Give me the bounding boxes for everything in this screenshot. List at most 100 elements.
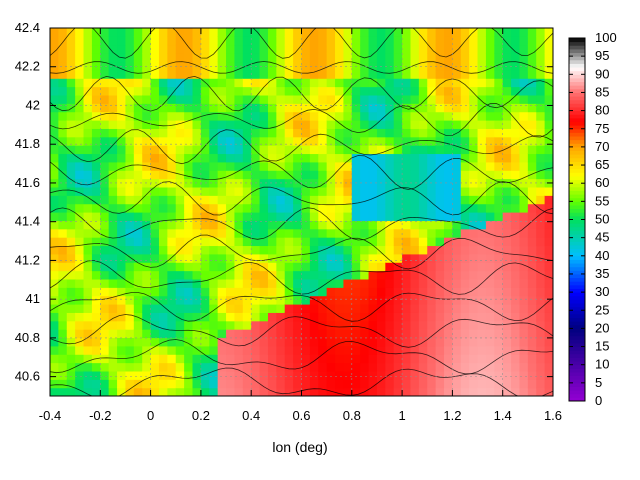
colorbar-segment <box>569 45 585 50</box>
heatmap-cell <box>91 287 101 297</box>
heatmap-cell <box>351 53 361 63</box>
heatmap-cell <box>368 287 378 297</box>
heatmap-cell <box>242 287 252 297</box>
heatmap-cell <box>368 370 378 380</box>
heatmap-cell <box>167 304 177 313</box>
heatmap-cell <box>318 136 328 146</box>
heatmap-cell <box>75 86 85 96</box>
heatmap-cell <box>351 387 361 396</box>
x-tick-label: 1 <box>398 408 405 423</box>
heatmap-cell <box>242 145 252 155</box>
heatmap-cell <box>418 370 428 380</box>
heatmap-cell <box>301 111 311 121</box>
heatmap-cell <box>267 337 277 347</box>
heatmap-cell <box>66 262 76 272</box>
heatmap-cell <box>326 69 336 79</box>
heatmap-cell <box>477 94 487 104</box>
heatmap-cell <box>402 170 412 180</box>
heatmap-cell <box>242 304 252 313</box>
heatmap-cell <box>485 111 495 121</box>
heatmap-cell <box>209 61 219 71</box>
heatmap-cell <box>519 103 529 113</box>
colorbar-tick-label: 95 <box>595 48 609 63</box>
heatmap-cell <box>393 212 403 221</box>
heatmap-cell <box>276 354 286 364</box>
heatmap-cell <box>234 337 244 347</box>
heatmap-cell <box>435 120 445 129</box>
heatmap-cell <box>376 212 386 221</box>
heatmap-cell <box>83 178 93 188</box>
heatmap-cell <box>326 28 336 37</box>
heatmap-cell <box>360 370 370 380</box>
heatmap-cell <box>410 128 420 138</box>
heatmap-cell <box>142 312 152 322</box>
heatmap-cell <box>259 178 269 188</box>
heatmap-cell <box>259 78 269 88</box>
heatmap-cell <box>335 195 345 205</box>
heatmap-cell <box>360 69 370 79</box>
heatmap-cell <box>125 28 135 37</box>
heatmap-cell <box>469 111 479 121</box>
heatmap-cell <box>242 387 252 396</box>
heatmap-cell <box>469 78 479 88</box>
heatmap-cell <box>184 337 194 347</box>
heatmap-cell <box>293 94 303 104</box>
heatmap-cell <box>385 228 395 238</box>
heatmap-cell <box>460 370 470 380</box>
heatmap-cell <box>242 153 252 163</box>
heatmap-cell <box>293 178 303 188</box>
colorbar-segment <box>569 346 585 351</box>
heatmap-cell <box>50 329 59 339</box>
heatmap-cell <box>452 287 462 297</box>
heatmap-cell <box>293 228 303 238</box>
heatmap-cell <box>209 120 219 129</box>
heatmap-cell <box>326 128 336 138</box>
heatmap-cell <box>50 136 59 146</box>
heatmap-cell <box>544 362 553 372</box>
heatmap-cell <box>460 120 470 129</box>
heatmap-cell <box>83 337 93 347</box>
heatmap-cell <box>301 312 311 322</box>
heatmap-cell <box>519 287 529 297</box>
y-tick-label: 41.6 <box>15 175 40 190</box>
heatmap-cell <box>50 278 59 288</box>
heatmap-cell <box>519 337 529 347</box>
heatmap-cell <box>284 362 294 372</box>
heatmap-cell <box>418 178 428 188</box>
heatmap-cell <box>175 253 185 263</box>
y-tick-label: 42 <box>26 97 40 112</box>
heatmap-cell <box>368 86 378 96</box>
heatmap-cell <box>259 28 269 37</box>
heatmap-cell <box>494 312 504 322</box>
heatmap-cell <box>125 86 135 96</box>
heatmap-cell <box>217 312 227 322</box>
heatmap-cell <box>209 337 219 347</box>
heatmap-cell <box>75 237 85 247</box>
heatmap-cell <box>326 53 336 63</box>
heatmap-cell <box>267 245 277 255</box>
heatmap-cell <box>167 245 177 255</box>
heatmap-cell <box>485 320 495 330</box>
heatmap-cell <box>284 69 294 79</box>
heatmap-cell <box>50 94 59 104</box>
heatmap-cell <box>494 329 504 339</box>
heatmap-cell <box>217 128 227 138</box>
heatmap-cell <box>494 245 504 255</box>
heatmap-cell <box>309 212 319 221</box>
heatmap-cell <box>502 304 512 313</box>
heatmap-cell <box>133 78 143 88</box>
heatmap-cell <box>150 111 160 121</box>
heatmap-cell <box>142 337 152 347</box>
heatmap-cell <box>108 153 118 163</box>
heatmap-cell <box>108 44 118 54</box>
heatmap-cell <box>217 86 227 96</box>
heatmap-cell <box>125 136 135 146</box>
heatmap-cell <box>452 253 462 263</box>
heatmap-cell <box>427 203 437 213</box>
heatmap-cell <box>108 329 118 339</box>
heatmap-cell <box>444 228 453 238</box>
colorbar-segment <box>569 371 585 377</box>
heatmap-cell <box>393 94 403 104</box>
heatmap-cell <box>184 195 194 205</box>
heatmap-cell <box>368 61 378 71</box>
